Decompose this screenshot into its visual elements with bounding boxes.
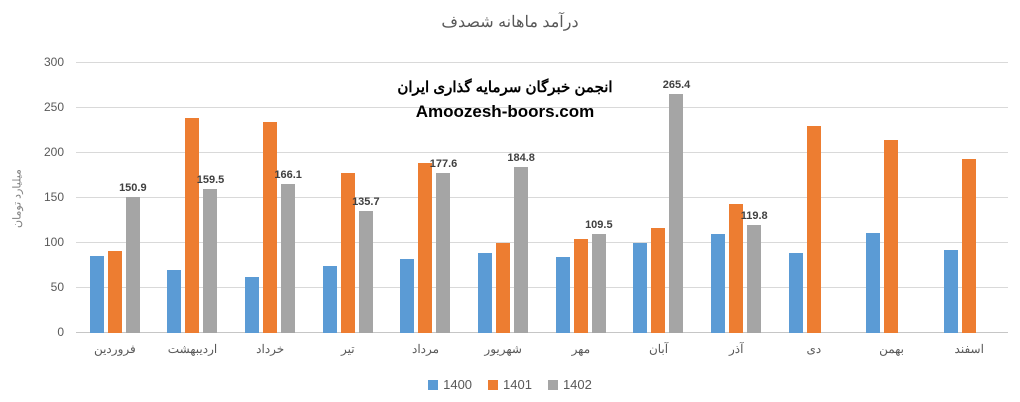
bar-1400-8 bbox=[633, 243, 648, 333]
legend-item-1402: 1402 bbox=[547, 377, 592, 392]
y-tick-label: 50 bbox=[50, 280, 64, 294]
bar-1400-10 bbox=[788, 252, 803, 333]
y-tick-label: 200 bbox=[43, 145, 64, 159]
gridline-300 bbox=[76, 62, 1008, 63]
legend-label: 1402 bbox=[562, 377, 592, 392]
x-label-6: شهریور bbox=[484, 342, 522, 356]
bar-1401-3 bbox=[263, 121, 278, 333]
bar-1401-2 bbox=[185, 117, 200, 333]
x-label-1: فروردین bbox=[93, 342, 136, 356]
bar-1402-1 bbox=[125, 197, 140, 333]
y-axis-tick-labels: 0 50 100 150 200 250 300 bbox=[0, 0, 64, 402]
x-label-12: اسفند bbox=[954, 342, 984, 356]
y-tick-label: 0 bbox=[57, 325, 64, 339]
bar-group-8: 265.4 bbox=[620, 63, 698, 333]
watermark-line-2: Amoozesh-boors.com bbox=[415, 102, 595, 121]
data-label-1402-8: 265.4 bbox=[662, 79, 691, 92]
bar-group-12 bbox=[930, 63, 1008, 333]
bar-1400-2 bbox=[167, 270, 182, 333]
bar-1401-11 bbox=[884, 139, 899, 333]
bar-group-5: 177.6 bbox=[387, 63, 465, 333]
gridline-250 bbox=[76, 107, 1008, 108]
y-tick-label: 300 bbox=[43, 55, 64, 69]
gridline-100 bbox=[76, 242, 1008, 243]
chart-title: درآمد ماهانه شصدف bbox=[441, 14, 579, 31]
bar-group-9: 119.8 bbox=[697, 63, 775, 333]
bar-1402-8 bbox=[669, 94, 684, 333]
legend-label: 1400 bbox=[443, 377, 473, 392]
legend-item-1401: 1401 bbox=[488, 377, 532, 392]
data-label-1402-2: 159.5 bbox=[196, 174, 225, 187]
data-label-1402-3: 166.1 bbox=[274, 168, 302, 181]
bar-1400-4 bbox=[322, 266, 337, 333]
legend-swatch-icon bbox=[547, 379, 558, 390]
legend-item-1400: 1400 bbox=[428, 377, 472, 392]
bar-1402-3 bbox=[281, 183, 296, 333]
bar-group-3: 166.1 bbox=[231, 63, 309, 333]
watermark-line-1: انجمن خبرگان سرمایه گذاری ایران bbox=[397, 79, 613, 96]
bar-1401-7 bbox=[573, 239, 588, 333]
bar-1401-8 bbox=[651, 227, 666, 333]
data-label-1402-4: 135.7 bbox=[352, 195, 380, 208]
y-tick-label: 150 bbox=[43, 190, 64, 204]
bar-1401-12 bbox=[962, 159, 977, 333]
gridline-0 bbox=[76, 332, 1008, 333]
legend-swatch-icon bbox=[488, 379, 499, 390]
bar-1402-6 bbox=[514, 166, 529, 333]
data-label-1402-5: 177.6 bbox=[429, 158, 458, 171]
bar-1400-9 bbox=[711, 234, 726, 333]
plot-area: 150.9 159.5 166.1 135.7 177.6 184.8 109.5 265.4… bbox=[76, 62, 1008, 333]
bar-group-4: 135.7 bbox=[309, 63, 387, 333]
x-label-4: تیر bbox=[341, 342, 355, 356]
data-label-1402-7: 109.5 bbox=[585, 219, 613, 232]
bar-1401-6 bbox=[496, 243, 511, 333]
bar-1401-10 bbox=[806, 126, 821, 333]
bar-group-7: 109.5 bbox=[542, 63, 620, 333]
bar-1400-6 bbox=[478, 252, 493, 333]
bar-1402-7 bbox=[591, 234, 606, 333]
bar-1401-5 bbox=[418, 162, 433, 333]
watermark: انجمن خبرگان سرمایه گذاری ایران Amoozesh… bbox=[330, 76, 680, 124]
x-label-8: آبان bbox=[648, 342, 669, 356]
y-tick-label: 250 bbox=[43, 100, 64, 114]
bar-group-6: 184.8 bbox=[464, 63, 542, 333]
legend-label: 1401 bbox=[503, 377, 532, 392]
data-label-1402-6: 184.8 bbox=[507, 151, 535, 164]
data-label-1402-1: 150.9 bbox=[119, 182, 147, 195]
x-label-11: بهمن bbox=[879, 342, 905, 356]
bar-1400-7 bbox=[555, 257, 570, 333]
bar-1401-9 bbox=[729, 204, 744, 333]
bar-group-1: 150.9 bbox=[76, 63, 154, 333]
x-axis-category-labels: فروردین اردیبهشت خرداد تیر مرداد شهریور مهر آبا… bbox=[76, 342, 1008, 356]
bar-1400-5 bbox=[400, 259, 415, 333]
legend-swatch-icon bbox=[428, 379, 439, 390]
bar-1400-1 bbox=[89, 255, 104, 333]
bar-1402-9 bbox=[747, 225, 762, 333]
data-label-1402-9: 119.8 bbox=[740, 210, 768, 223]
x-label-9: آذر bbox=[728, 342, 744, 356]
bar-1400-11 bbox=[866, 233, 881, 333]
bar-1402-2 bbox=[203, 189, 218, 333]
bar-1400-12 bbox=[944, 250, 959, 333]
x-label-5: مرداد bbox=[411, 342, 440, 356]
bar-1401-4 bbox=[340, 172, 355, 333]
bar-group-2: 159.5 bbox=[154, 63, 232, 333]
x-label-7: مهر bbox=[571, 342, 591, 356]
gridline-200 bbox=[76, 152, 1008, 153]
bar-1402-5 bbox=[436, 173, 451, 333]
gridline-150 bbox=[76, 197, 1008, 198]
x-label-3: خرداد bbox=[256, 342, 285, 356]
legend: 1400 1401 1402 bbox=[0, 377, 1020, 392]
bar-1402-4 bbox=[358, 210, 373, 333]
y-tick-label: 100 bbox=[43, 235, 64, 249]
bar-1401-1 bbox=[107, 251, 122, 333]
x-label-2: اردیبهشت bbox=[167, 342, 218, 356]
bar-group-10 bbox=[775, 63, 853, 333]
x-label-10: دی bbox=[806, 342, 822, 356]
gridline-50 bbox=[76, 287, 1008, 288]
bar-group-11 bbox=[853, 63, 931, 333]
bar-1400-3 bbox=[245, 277, 260, 333]
